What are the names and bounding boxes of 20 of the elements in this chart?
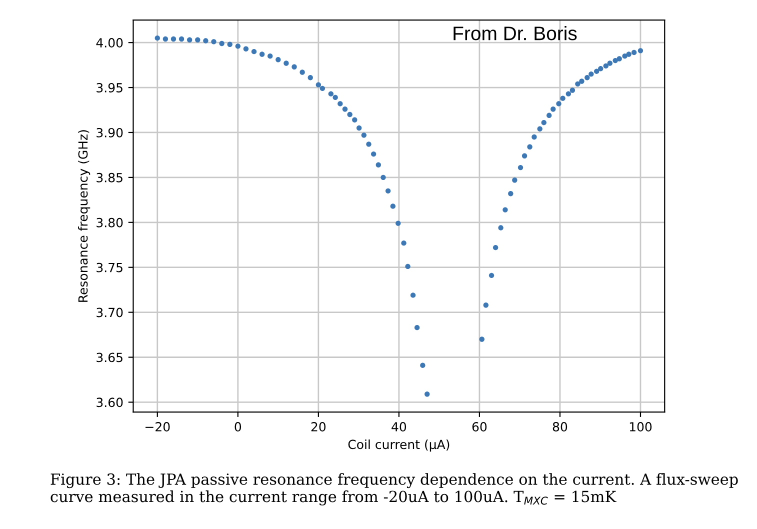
x-tick-label: 20: [311, 422, 326, 432]
y-tick-label: 3.60: [96, 398, 123, 408]
x-tick-label: 80: [552, 422, 568, 432]
x-axis-title: Coil current (μA): [348, 439, 450, 452]
y-tick-label: 3.65: [96, 352, 122, 362]
y-tick-label: 4.00: [96, 38, 123, 48]
y-tick-label: 3.95: [96, 83, 122, 92]
y-tick-label: 3.75: [96, 262, 122, 272]
y-tick-label: 3.70: [96, 308, 123, 318]
y-tick-label: 3.80: [96, 218, 123, 228]
caption: Figure 3: The JPA passive resonance frequency dependence on the current. A flux-sweep curve measured in the current range from -20uA to 100uA. T$_{MXC}$ = 15mK: [50, 473, 738, 506]
annotation: From Dr. Boris: [454, 26, 577, 40]
x-tick-label: 40: [392, 422, 406, 432]
y-tick-label: 3.90: [96, 128, 123, 138]
x-tick-label: 60: [472, 422, 487, 432]
y-axis-title: Resonance frequency (GHz): [78, 130, 90, 302]
x-tick-label: 0: [234, 422, 242, 432]
x-tick-label: 100: [630, 422, 652, 432]
x-tick-label: −20: [146, 422, 170, 432]
y-tick-label: 3.85: [96, 172, 122, 182]
